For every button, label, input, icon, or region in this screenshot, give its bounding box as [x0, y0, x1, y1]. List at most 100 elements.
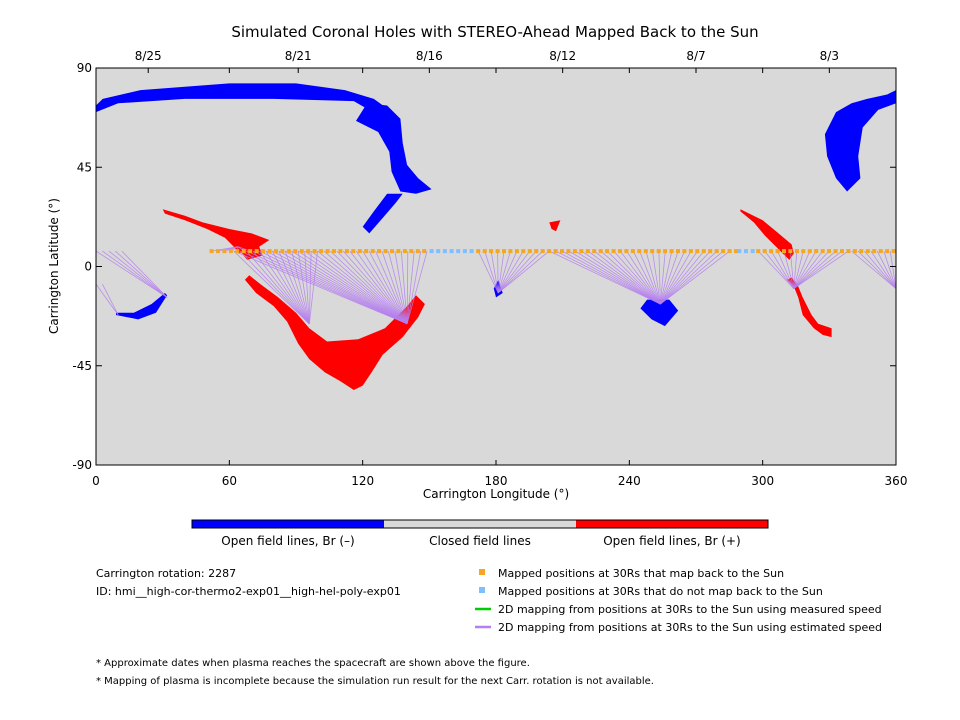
estimated-speed-line [362, 250, 408, 325]
estimated-speed-line [115, 250, 168, 298]
estimated-speed-line [574, 250, 661, 305]
estimated-speed-line [108, 250, 168, 298]
colorbar-segment [192, 520, 384, 528]
legend-label: 2D mapping from positions at 30Rs to the… [498, 621, 882, 634]
no-map-back-point [737, 249, 742, 254]
map-back-point [409, 249, 414, 254]
estimated-speed-line [304, 250, 408, 325]
map-back-point [769, 249, 774, 254]
map-back-point [624, 249, 629, 254]
map-back-point [280, 249, 285, 254]
y-tick-label: 45 [77, 160, 92, 174]
estimated-speed-line [660, 250, 705, 305]
legend-marker [479, 587, 485, 593]
map-back-point [788, 249, 793, 254]
map-back-point [566, 249, 571, 254]
estimated-speed-line [336, 250, 408, 325]
map-back-point [222, 249, 227, 254]
map-back-point [585, 249, 590, 254]
chart-title: Simulated Coronal Holes with STEREO-Ahea… [231, 23, 758, 41]
y-tick-label: -90 [72, 458, 92, 472]
map-back-point [650, 249, 655, 254]
estimated-speed-line [95, 250, 168, 298]
estimated-speed-line [660, 251, 673, 305]
estimated-speed-line [278, 250, 310, 324]
estimated-speed-line [497, 250, 537, 294]
legend-marker [479, 569, 485, 575]
estimated-speed-line [793, 250, 811, 289]
estimated-speed-line [490, 251, 499, 294]
no-map-back-point [429, 249, 434, 254]
map-back-point [261, 249, 266, 254]
estimated-speed-line [272, 250, 310, 324]
legend-label: Mapped positions at 30Rs that do not map… [498, 585, 823, 598]
map-back-point [656, 249, 661, 254]
map-back-point [878, 249, 883, 254]
estimated-speed-line [497, 250, 543, 294]
map-back-point [396, 249, 401, 254]
estimated-speed-line [783, 250, 795, 289]
estimated-speed-line [883, 250, 897, 289]
colorbar-frame [191, 519, 769, 529]
map-back-point [701, 249, 706, 254]
map-back-point [775, 249, 780, 254]
no-map-back-point [750, 249, 755, 254]
y-axis-label: Carrington Latitude (°) [47, 198, 61, 334]
colorbar-label: Open field lines, Br (+) [603, 534, 741, 548]
map-back-point [293, 249, 298, 254]
date-tick-label: 8/25 [135, 49, 162, 63]
estimated-speed-line [793, 250, 817, 289]
map-back-point [572, 249, 577, 254]
estimated-speed-line [870, 250, 897, 289]
footnote: * Approximate dates when plasma reaches … [96, 658, 530, 669]
coronal-hole-positive [244, 275, 425, 390]
map-back-point [865, 249, 870, 254]
map-back-point [833, 249, 838, 254]
estimated-speed-line [660, 250, 692, 305]
estimated-speed-line [497, 250, 511, 294]
colorbar-segment [576, 520, 768, 528]
no-map-back-point [436, 249, 441, 254]
estimated-speed-line [851, 250, 897, 289]
map-back-point [534, 249, 539, 254]
estimated-speed-line [652, 251, 661, 305]
coronal-hole-positive [740, 209, 794, 260]
map-back-point [325, 249, 330, 254]
map-back-point [663, 249, 668, 254]
map-back-point [415, 249, 420, 254]
map-back-point [756, 249, 761, 254]
plot-background [96, 68, 896, 465]
estimated-speed-line [497, 251, 505, 294]
map-back-point [377, 249, 382, 254]
map-back-point [885, 249, 890, 254]
estimated-speed-line [660, 250, 698, 305]
coronal-hole-negative [116, 293, 168, 320]
map-back-point [248, 249, 253, 254]
estimated-speed-line [349, 250, 408, 325]
estimated-speed-line [793, 250, 830, 289]
estimated-speed-line [304, 251, 310, 324]
map-back-point [852, 249, 857, 254]
estimated-speed-line [239, 250, 310, 325]
estimated-speed-line [95, 283, 119, 316]
estimated-speed-line [764, 250, 795, 289]
estimated-speed-line [613, 250, 661, 305]
estimated-speed-line [889, 251, 897, 289]
estimated-speed-line [400, 251, 408, 324]
map-back-point [579, 249, 584, 254]
coronal-hole-negative [356, 103, 432, 194]
map-back-point [521, 249, 526, 254]
estimated-speed-line [562, 250, 661, 305]
estimated-speed-line [406, 251, 422, 324]
estimated-speed-line [555, 250, 661, 305]
map-back-point [801, 249, 806, 254]
estimated-speed-line [793, 250, 836, 289]
map-back-point [714, 249, 719, 254]
estimated-speed-line [406, 250, 428, 324]
map-back-point [306, 249, 311, 254]
map-back-point [241, 249, 246, 254]
map-back-point [332, 249, 336, 254]
map-back-point [540, 249, 545, 254]
map-back-point [762, 249, 767, 254]
coronal-hole-positive [787, 277, 832, 338]
